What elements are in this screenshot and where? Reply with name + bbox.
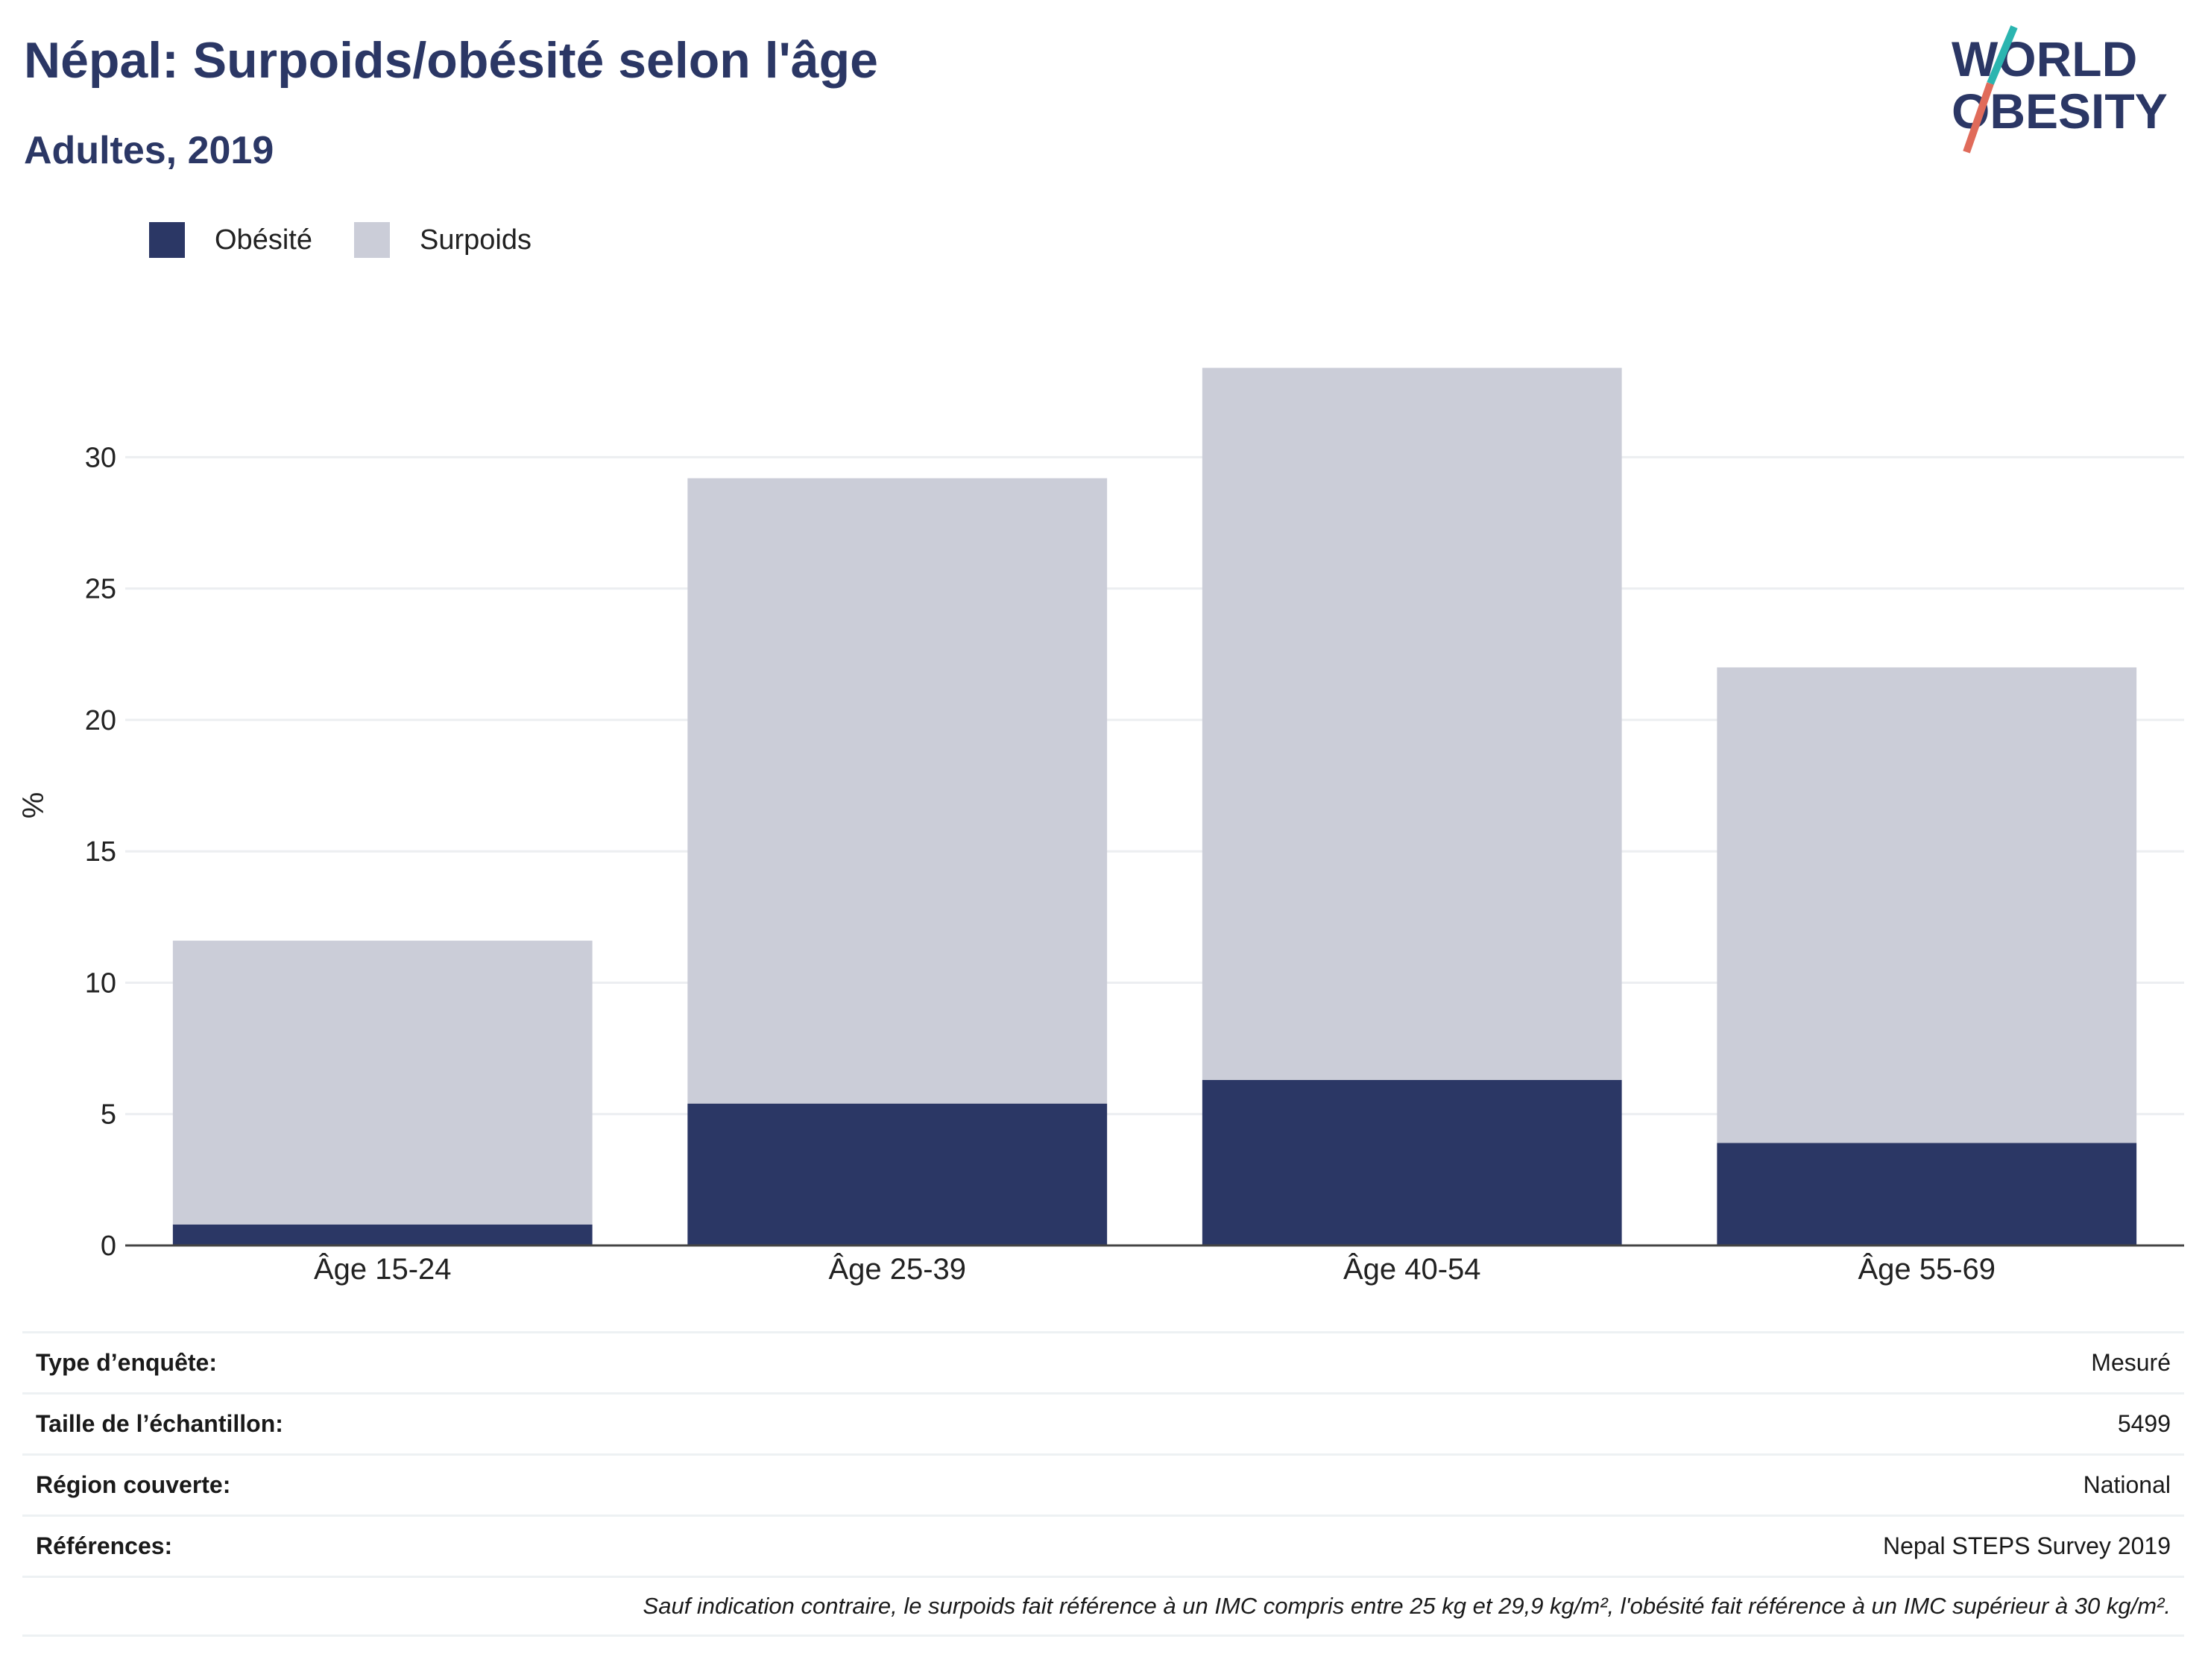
legend-swatch-overweight — [353, 222, 390, 258]
bar-overweight — [1717, 667, 2137, 1143]
definition-note: Sauf indication contraire, le surpoids f… — [22, 1576, 2184, 1637]
legend-label-obesity: Obésité — [215, 224, 312, 256]
info-row-references: Références: Nepal STEPS Survey 2019 — [22, 1515, 2184, 1576]
bar-overweight — [1202, 367, 1622, 1080]
x-tick-label: Âge 55-69 — [1858, 1252, 1996, 1286]
y-tick-label: 10 — [85, 967, 116, 999]
info-key: Région couverte: — [36, 1471, 231, 1498]
y-tick-label: 5 — [101, 1099, 116, 1131]
info-key: Taille de l’échantillon: — [36, 1410, 283, 1437]
bars — [172, 367, 2137, 1245]
y-tick-label: 25 — [85, 574, 116, 605]
legend-item-obesity: Obésité — [149, 222, 312, 258]
legend-item-overweight: Surpoids — [353, 222, 531, 258]
y-axis-label: % — [17, 792, 50, 819]
info-row-sample-size: Taille de l’échantillon: 5499 — [22, 1392, 2184, 1453]
y-tick-label: 0 — [101, 1231, 116, 1262]
info-row-survey-type: Type d’enquête: Mesuré — [22, 1331, 2184, 1392]
info-key: Type d’enquête: — [36, 1349, 217, 1376]
bar-overweight — [172, 941, 593, 1225]
bar-overweight — [687, 478, 1108, 1104]
info-key: Références: — [36, 1532, 173, 1559]
world-obesity-logo: WORLD OBESITY — [1952, 25, 2168, 154]
chart-legend: Obésité Surpoids — [149, 222, 573, 258]
legend-label-overweight: Surpoids — [419, 224, 531, 256]
chart-title: Népal: Surpoids/obésité selon l'âge — [24, 32, 878, 89]
x-tick-label: Âge 15-24 — [314, 1252, 452, 1286]
bar-obesity — [1202, 1079, 1622, 1245]
bar-obesity — [1717, 1143, 2137, 1245]
x-tick-label: Âge 40-54 — [1343, 1252, 1481, 1286]
bar-obesity — [687, 1103, 1108, 1245]
chart-subtitle: Adultes, 2019 — [24, 129, 274, 172]
info-value: Mesuré — [2091, 1349, 2171, 1376]
info-value: National — [2083, 1471, 2171, 1498]
x-tick-label: Âge 25-39 — [828, 1252, 966, 1286]
bar-obesity — [172, 1224, 593, 1245]
bar-chart: 0 5 10 15 20 25 30 Âge 15-24 Âge 25-39 Âge 40-54… — [17, 367, 2184, 1286]
info-value: 5499 — [2117, 1410, 2171, 1437]
y-tick-label: 15 — [85, 836, 116, 868]
y-tick-label: 20 — [85, 705, 116, 736]
logo-slash-teal — [1987, 25, 2018, 85]
logo-slash-coral — [1963, 82, 1994, 154]
y-tick-label: 30 — [85, 442, 116, 473]
logo-line1: WORLD — [1952, 31, 2137, 86]
y-axis-ticks: 0 5 10 15 20 25 30 — [85, 442, 116, 1262]
survey-info-table: Type d’enquête: Mesuré Taille de l’échan… — [22, 1331, 2184, 1637]
info-value: Nepal STEPS Survey 2019 — [1883, 1532, 2171, 1559]
info-row-region: Région couverte: National — [22, 1453, 2184, 1515]
legend-swatch-obesity — [149, 222, 185, 258]
x-axis-ticks: Âge 15-24 Âge 25-39 Âge 40-54 Âge 55-69 — [314, 1252, 1996, 1286]
